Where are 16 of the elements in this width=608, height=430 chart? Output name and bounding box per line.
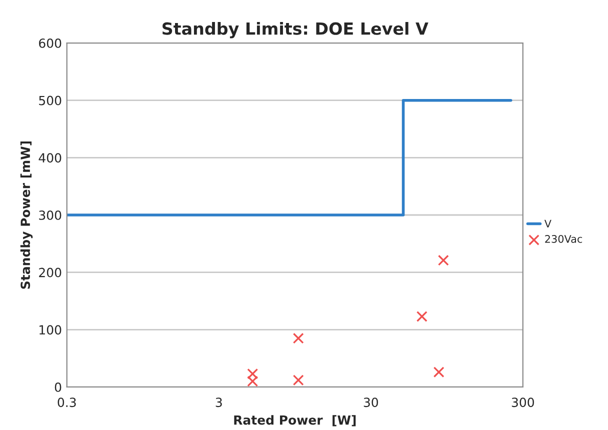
chart-title: Standby Limits: DOE Level V (162, 22, 428, 38)
legend-label: V (544, 220, 552, 228)
y-tick-label: 600 (39, 38, 62, 48)
y-tick-label: 0 (54, 382, 62, 392)
y-tick-label: 200 (39, 268, 62, 278)
y-tick-label: 400 (38, 153, 62, 163)
x-tick-label: 300 (512, 398, 534, 408)
x-axis-title: Rated Power [W] (234, 415, 356, 426)
y-axis-title: Standby Power [mW] (20, 141, 33, 289)
y-tick-label: 100 (40, 325, 62, 335)
x-tick-label: 30 (364, 398, 378, 408)
y-tick-label: 300 (39, 210, 62, 220)
y-tick-label: 500 (39, 96, 62, 106)
legend-label: 230Vac (545, 234, 582, 243)
x-tick-label: 3 (216, 398, 222, 408)
x-tick-label: 0.3 (58, 398, 76, 408)
